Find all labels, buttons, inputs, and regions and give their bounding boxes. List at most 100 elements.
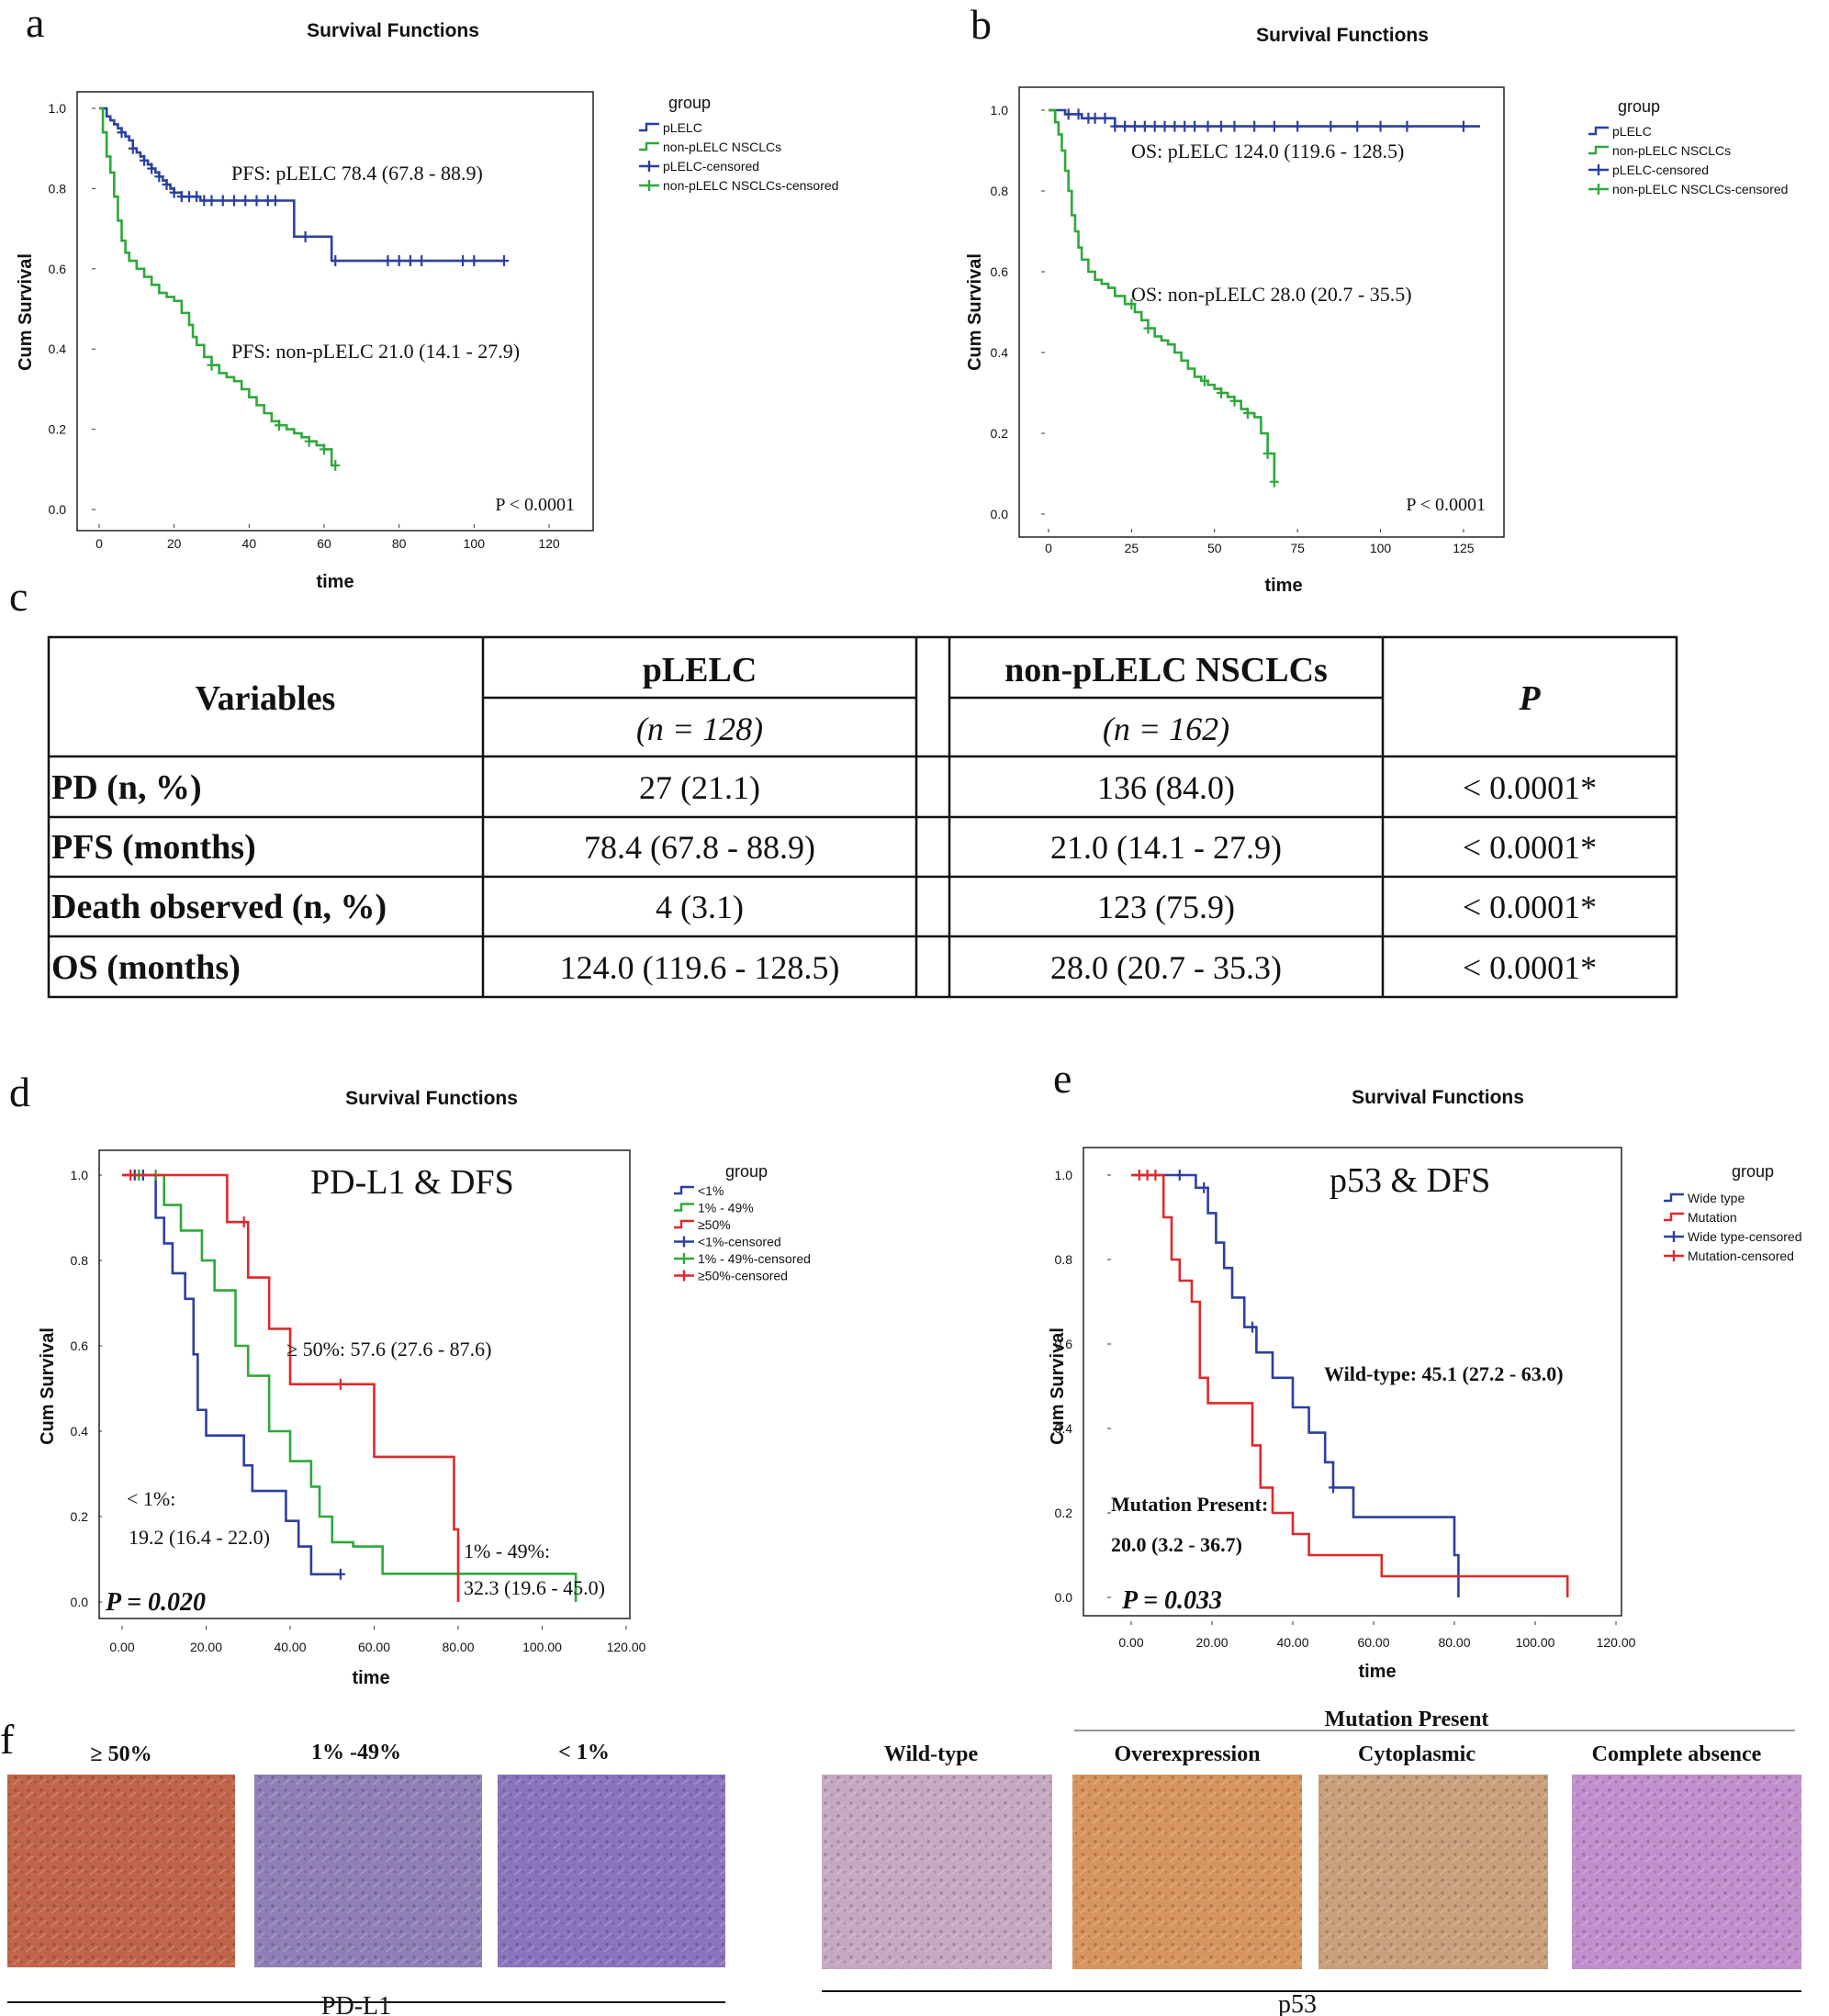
table-row-label: OS (months) — [51, 948, 241, 987]
chart-e-annot-mut-1: Mutation Present: — [1111, 1493, 1268, 1516]
chart-b-legend-items: pLELC non-pLELC NSCLCs pLELC-censored non-p… — [1588, 124, 1788, 196]
histo-mutation-header: Mutation Present — [1325, 1708, 1489, 1731]
chart-b-censor-mark — [1090, 112, 1100, 124]
histo-label: Wild-type — [884, 1742, 979, 1766]
chart-e-ytick-label: 0.2 — [1055, 1506, 1073, 1520]
chart-a-censor-mark — [147, 162, 157, 174]
chart-a-censor-mark — [320, 443, 329, 455]
chart-a-legend-symbol — [639, 122, 659, 132]
chart-b-legend-symbol — [1588, 126, 1609, 136]
table-cell: 78.4 (67.8 - 88.9) — [584, 829, 815, 866]
chart-a-censor-mark — [128, 142, 138, 154]
chart-b-xtick-label: 50 — [1207, 541, 1222, 555]
chart-b-censor-mark — [1375, 120, 1386, 132]
chart-b-legend-title: group — [1618, 97, 1660, 116]
chart-e-marks: 0.0 0.2 0.4 0.6 0.8 1.0 0.00 20.00 40.00 60.00 80.… — [1055, 1168, 1636, 1650]
chart-a-legend-label: non-pLELC NSCLCs-censored — [663, 178, 838, 193]
chart-a-censor-mark — [117, 127, 127, 139]
table-cell: 136 (84.0) — [1097, 769, 1235, 806]
chart-e-censor-mark — [1150, 1170, 1161, 1181]
chart-b-legend-symbol — [1588, 164, 1609, 175]
chart-b-legend: group pLELC non-pLELC NSCLCs pLELC-censore… — [1588, 97, 1788, 196]
chart-e-censor-mark — [1248, 1321, 1257, 1333]
table-row: OS (months) 124.0 (119.6 - 128.5) 28.0 (… — [51, 948, 1597, 987]
chart-e-title: Survival Functions — [1352, 1087, 1524, 1108]
chart-b-censor-mark — [1203, 120, 1213, 132]
chart-e-ytick-label: 1.0 — [1055, 1168, 1073, 1182]
panel-label-c: c — [9, 573, 28, 620]
chart-b-censor-mark — [1352, 120, 1363, 132]
chart-d-legend-symbol — [674, 1185, 694, 1195]
chart-d-legend-items: <1% 1% - 49% ≥50% <1%-censored 1% - 49%-cens… — [674, 1183, 811, 1283]
table-row: PFS (months) 78.4 (67.8 - 88.9) 21.0 (14… — [51, 828, 1597, 867]
table-row: PD (n, %) 27 (21.1) 136 (84.0) < 0.0001* — [51, 768, 1597, 807]
table-cell: 123 (75.9) — [1097, 889, 1235, 925]
chart-d-legend-label: <1% — [698, 1183, 724, 1198]
chart-e-xtick-label: 120.00 — [1597, 1635, 1636, 1650]
chart-a-ytick-label: 0.0 — [49, 502, 67, 517]
chart-b-legend-label: non-pLELC NSCLCs — [1612, 143, 1731, 158]
chart-b-censor-mark — [1326, 120, 1336, 132]
chart-a-annot-plelc: PFS: pLELC 78.4 (67.8 - 88.9) — [231, 162, 483, 185]
table-cell: 124.0 (119.6 - 128.5) — [560, 949, 840, 986]
chart-a-pvalue: P < 0.0001 — [495, 495, 575, 515]
chart-d-legend-symbol — [674, 1219, 694, 1229]
chart-a-censor-mark — [252, 195, 262, 207]
chart-a-censor-mark — [331, 255, 341, 267]
chart-a-ytick-label: 0.4 — [49, 342, 67, 356]
chart-d-ylabel: Cum Survival — [38, 1327, 58, 1445]
chart-e-legend-symbol — [1664, 1250, 1684, 1261]
histo-label: ≥ 50% — [90, 1742, 151, 1766]
chart-d-xlabel: time — [352, 1668, 389, 1688]
chart-e-xtick-label: 20.00 — [1195, 1635, 1228, 1650]
table-row-label: PFS (months) — [51, 828, 256, 867]
chart-a-xlabel: time — [316, 572, 353, 592]
chart-b-censor-mark — [1143, 322, 1153, 334]
chart-b-annot-nonplelc: OS: non-pLELC 28.0 (20.7 - 35.5) — [1131, 283, 1412, 306]
chart-d-ytick-label: 0.2 — [71, 1509, 89, 1524]
table-header-variables: Variables — [196, 679, 336, 718]
chart-a-censor-mark — [154, 171, 164, 183]
table-row: Death observed (n, %) 4 (3.1) 123 (75.9)… — [51, 888, 1597, 926]
chart-b-censor-mark — [1190, 120, 1200, 132]
chart-a-legend-symbol — [639, 161, 659, 172]
chart-b-xtick-label: 125 — [1453, 541, 1475, 555]
table-cell: 28.0 (20.7 - 35.3) — [1050, 949, 1282, 986]
chart-b-ytick-label: 0.4 — [991, 345, 1009, 360]
chart-d-series-2-line — [122, 1173, 460, 1602]
chart-b-xlabel: time — [1264, 576, 1302, 596]
chart-d-legend-title: group — [725, 1162, 768, 1181]
chart-d-legend-label: ≥50%-censored — [698, 1269, 788, 1283]
chart-a-frame — [76, 91, 594, 532]
chart-a-legend-label: pLELC-censored — [663, 159, 759, 174]
chart-b-censor-mark — [1063, 108, 1073, 120]
table-cell: < 0.0001* — [1463, 949, 1597, 986]
chart-d-legend-symbol — [674, 1270, 694, 1282]
chart-a-censor-mark — [499, 255, 509, 267]
chart-b-censor-mark — [1180, 120, 1190, 132]
chart-a-censor-mark — [207, 195, 217, 207]
histo-label: Overexpression — [1114, 1742, 1260, 1766]
table-header-nonplelc: non-pLELC NSCLCs — [1004, 651, 1328, 689]
chart-d-censor-mark — [335, 1378, 345, 1390]
chart-a-xtick-label: 120 — [538, 536, 560, 551]
chart-d-xtick-label: 20.00 — [190, 1640, 222, 1654]
chart-e-xtick-label: 100.00 — [1516, 1635, 1555, 1650]
chart-a-censor-mark — [218, 195, 228, 207]
chart-e-pvalue: P = 0.033 — [1121, 1586, 1222, 1615]
chart-a-censor-mark — [275, 420, 284, 431]
chart-d-ytick-label: 0.8 — [71, 1253, 89, 1268]
chart-e-legend-symbol — [1664, 1193, 1684, 1203]
chart-d-xtick-label: 100.00 — [522, 1640, 562, 1654]
chart-e-series-0-line — [1131, 1173, 1460, 1597]
chart-e-ytick-label: 0.4 — [1055, 1421, 1073, 1436]
chart-e-annot-wild: Wild-type: 45.1 (27.2 - 63.0) — [1324, 1362, 1564, 1385]
chart-a-censor-mark — [162, 179, 172, 191]
chart-e-inset-title: p53 & DFS — [1330, 1161, 1490, 1200]
chart-d-annot-mid-2: 32.3 (19.6 - 45.0) — [464, 1576, 605, 1599]
table-row-label: Death observed (n, %) — [51, 888, 387, 926]
chart-e-legend: group Wide type Mutation Wide type-censore… — [1664, 1162, 1802, 1263]
chart-d-series-0-line — [122, 1173, 341, 1576]
chart-b-censor-mark — [1217, 120, 1226, 132]
chart-d-marks: 0.0 0.2 0.4 0.6 0.8 1.0 0.00 20.00 40.00 60.00 80.… — [71, 1168, 646, 1654]
